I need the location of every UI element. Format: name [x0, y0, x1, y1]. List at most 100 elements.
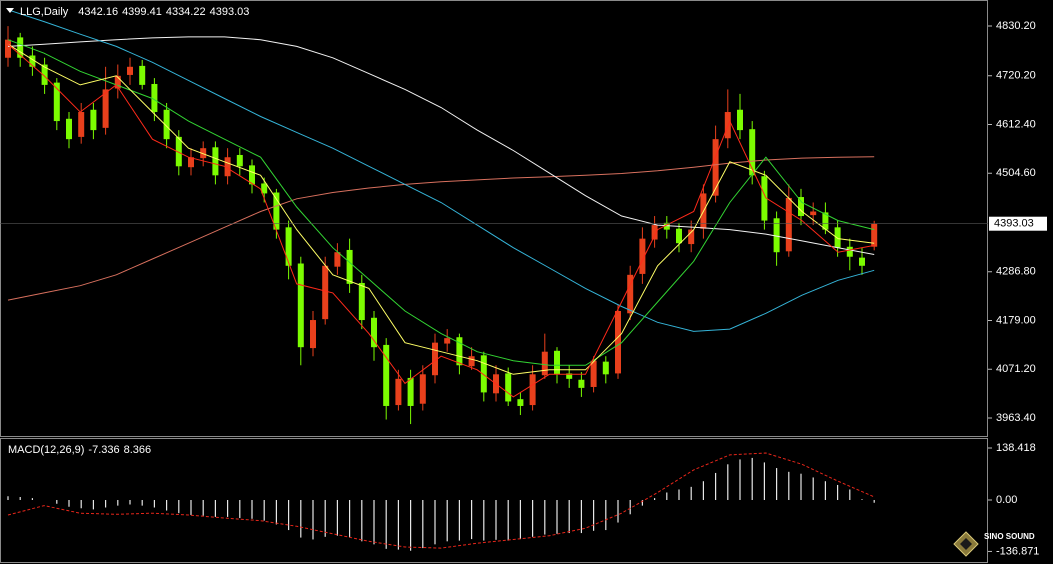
moving-average: [7, 36, 875, 255]
candle-body: [358, 282, 365, 321]
price-header: LLG,Daily 4342.16 4399.41 4334.22 4393.03: [20, 6, 249, 18]
candle-body: [798, 197, 804, 217]
menu-arrow[interactable]: [6, 8, 14, 13]
candle-body: [17, 37, 24, 58]
y-tick-label: 4612.40: [996, 118, 1036, 130]
candle-body: [151, 83, 158, 113]
candle-body: [590, 360, 597, 387]
y-tick-label: 0.00: [996, 494, 1017, 506]
candle-body: [578, 379, 585, 388]
candle-body: [822, 212, 829, 230]
candle-body: [468, 356, 475, 367]
candle-body: [310, 320, 316, 349]
candle-body: [602, 361, 609, 375]
moving-average: [7, 43, 875, 398]
candle-body: [676, 228, 682, 244]
candle-body: [346, 249, 353, 284]
y-tick-label: 4071.20: [996, 363, 1036, 375]
candle-body: [712, 139, 719, 196]
candle-body: [285, 227, 292, 266]
candle-body: [505, 373, 512, 402]
candle-body: [383, 344, 390, 406]
macd-panel-frame: [0, 438, 988, 563]
candle-body: [29, 55, 36, 67]
watermark: SINO SOUND: [984, 532, 1035, 541]
candle-body: [273, 192, 280, 230]
candle-body: [639, 238, 646, 274]
macd-header: MACD(12,26,9) -7.336 8.366: [8, 444, 151, 456]
y-tick-label: 4179.00: [996, 314, 1036, 326]
candle-body: [407, 377, 414, 406]
price-panel-frame: [0, 0, 988, 437]
candle-body: [419, 374, 426, 404]
candle-body: [395, 378, 402, 406]
candle-body: [566, 373, 573, 379]
candle-body: [846, 246, 853, 257]
candle-body: [749, 129, 756, 176]
candle-body: [785, 197, 792, 252]
y-tick-label: 3963.40: [996, 412, 1036, 424]
candle-body: [102, 89, 109, 128]
current-price-box: [989, 216, 1047, 231]
candle-body: [334, 252, 341, 267]
logo: SINO SOUND: [953, 531, 1035, 557]
logo-inner: [960, 538, 972, 550]
candle-body: [480, 355, 487, 393]
y-tick-label: 4830.20: [996, 20, 1036, 32]
candle-body: [212, 147, 219, 176]
candle-body: [297, 263, 304, 348]
candle-body: [810, 211, 817, 216]
candle-body: [114, 75, 121, 89]
candle-body: [737, 109, 743, 131]
candle-body: [127, 66, 133, 75]
candle-body: [651, 225, 658, 240]
candle-body: [78, 112, 85, 137]
candle-body: [175, 136, 182, 167]
candle-body: [200, 148, 207, 159]
candle-body: [834, 227, 841, 248]
y-tick-label: -136.871: [996, 545, 1039, 557]
candle-body: [188, 157, 194, 168]
candle-body: [456, 337, 463, 366]
candle-body: [322, 265, 329, 320]
marks: 4830.20 4720.20 4612.40 4504.60 4286.80 4179.…: [0, 9, 1047, 557]
candle-body: [236, 154, 243, 167]
candle-body: [432, 342, 438, 376]
candle-body: [41, 64, 48, 85]
moving-average: [7, 156, 875, 301]
candle-body: [615, 311, 621, 374]
candle-body: [5, 39, 11, 58]
candle-body: [139, 65, 146, 85]
candle-body: [859, 257, 865, 266]
moving-average: [7, 39, 875, 366]
candle-body: [66, 118, 72, 140]
candle-body: [90, 109, 97, 131]
candle-body: [517, 399, 524, 406]
candle-body: [773, 218, 780, 253]
moving-average: [7, 9, 875, 332]
candle-body: [371, 317, 377, 348]
y-tick-label: 138.418: [996, 442, 1036, 454]
moving-average: [7, 43, 875, 375]
candle-body: [541, 351, 548, 376]
y-tick-label: 4504.60: [996, 167, 1036, 179]
candle-body: [871, 223, 878, 247]
candle-body: [224, 157, 231, 177]
candle-body: [261, 183, 268, 194]
candle-body: [163, 109, 170, 140]
candle-body: [627, 274, 634, 314]
candle-body: [249, 165, 255, 185]
y-tick-label: 4286.80: [996, 266, 1036, 278]
current-price-label: 4393.03: [994, 218, 1034, 230]
candle-body: [663, 222, 670, 230]
candle-body: [529, 374, 536, 406]
candle-body: [688, 229, 695, 245]
candle-body: [53, 82, 60, 122]
signal-line: [7, 452, 875, 549]
candle-body: [554, 350, 560, 375]
candle-body: [444, 338, 451, 344]
y-tick-label: 4720.20: [996, 70, 1036, 82]
candle-body: [761, 176, 768, 221]
